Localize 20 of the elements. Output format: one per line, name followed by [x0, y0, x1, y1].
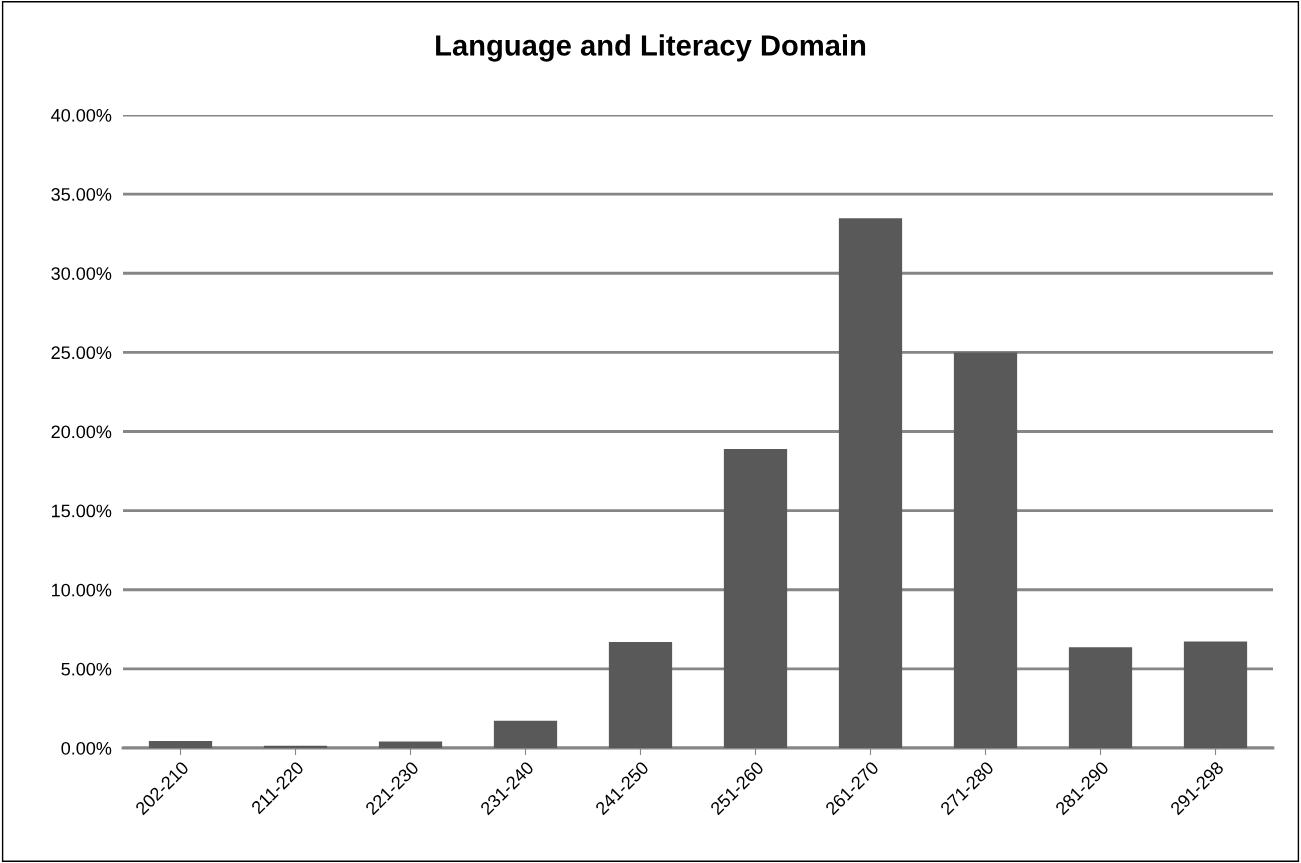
bar — [493, 720, 558, 748]
bar — [378, 741, 443, 748]
y-tick-label: 25.00% — [51, 346, 112, 360]
y-tick-label: 35.00% — [51, 188, 112, 201]
y-tick-label: 40.00% — [51, 108, 112, 122]
bar — [608, 641, 673, 748]
y-tick-label: 30.00% — [51, 267, 112, 280]
bar — [1068, 647, 1133, 748]
y-tick-label: 5.00% — [61, 662, 112, 676]
bar — [1183, 641, 1248, 748]
bar — [723, 449, 788, 748]
y-tick-label: 0.00% — [61, 741, 112, 755]
y-tick-label: 20.00% — [51, 425, 112, 439]
bar — [953, 352, 1018, 748]
y-tick-label: 10.00% — [52, 583, 112, 597]
bar — [148, 740, 213, 748]
y-tick-label: 15.00% — [52, 504, 112, 518]
bar — [263, 745, 328, 748]
bar — [838, 218, 903, 748]
chart-title: Language and Literacy Domain — [436, 34, 866, 62]
